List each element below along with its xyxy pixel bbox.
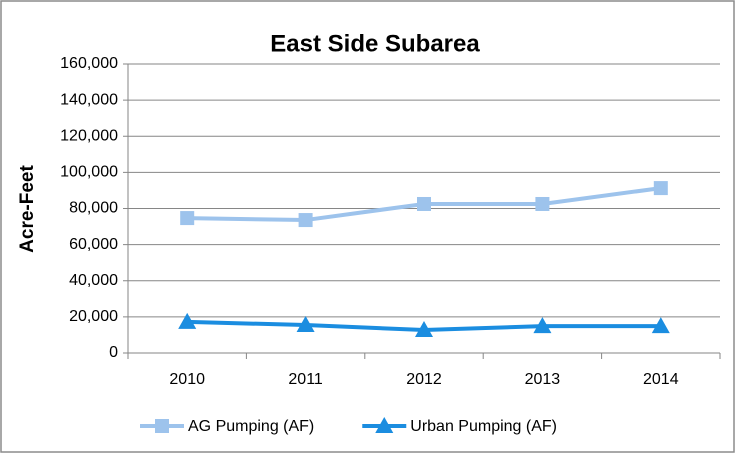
marker [533,317,552,334]
marker [415,321,433,338]
marker [653,181,668,196]
x-tick-label: 2014 [643,371,679,388]
chart-title: East Side Subarea [270,30,480,57]
y-tick-label: 40,000 [69,272,118,289]
y-tick-label: 160,000 [60,55,118,72]
x-tick-label: 2010 [169,371,205,388]
legend-marker [155,419,169,433]
y-tick-label: 140,000 [60,91,118,108]
marker [180,211,195,226]
y-tick-label: 60,000 [69,236,118,253]
legend-marker [375,417,394,433]
legend-label: AG Pumping (AF) [188,418,314,435]
x-tick-label: 2011 [288,371,323,388]
y-tick-label: 100,000 [60,164,118,181]
x-tick-label: 2013 [525,371,561,388]
legend-label: Urban Pumping (AF) [410,418,557,435]
y-tick-label: 80,000 [69,200,118,217]
marker [298,213,313,228]
marker [417,196,431,211]
marker [535,196,550,211]
y-tick-label: 120,000 [60,127,118,144]
marker [651,317,670,334]
marker [178,312,197,329]
y-axis-label: Acre-Feet [17,165,38,253]
y-tick-label: 0 [109,344,118,361]
y-tick-label: 20,000 [69,308,118,325]
marker [296,316,315,333]
x-tick-label: 2012 [406,371,442,388]
